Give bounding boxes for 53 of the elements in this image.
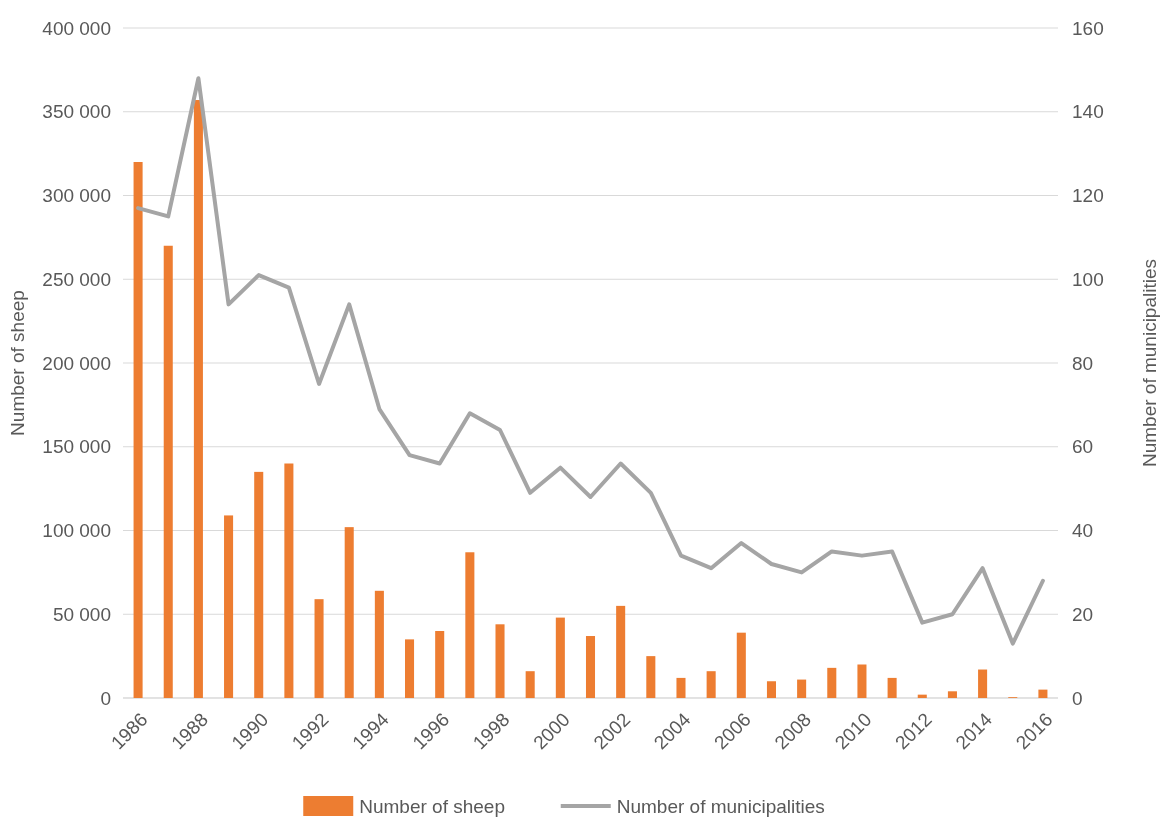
y-tick-label: 0 bbox=[100, 687, 111, 709]
line-series bbox=[136, 76, 1045, 646]
y2-tick-label: 120 bbox=[1072, 185, 1104, 207]
y2-tick-label: 0 bbox=[1072, 687, 1083, 709]
bar bbox=[887, 677, 897, 698]
bar bbox=[616, 605, 626, 698]
bar bbox=[344, 527, 354, 698]
bar bbox=[254, 471, 264, 698]
bar bbox=[978, 669, 988, 698]
bar bbox=[495, 624, 505, 698]
bar bbox=[163, 245, 173, 698]
bar bbox=[525, 671, 535, 698]
bar bbox=[646, 656, 656, 698]
y-tick-label: 100 000 bbox=[42, 520, 111, 542]
bar bbox=[706, 671, 716, 698]
y2-tick-label: 140 bbox=[1072, 101, 1104, 123]
y2-tick-label: 60 bbox=[1072, 436, 1094, 458]
y-tick-label: 350 000 bbox=[42, 101, 111, 123]
bar bbox=[435, 631, 445, 698]
bar bbox=[947, 691, 957, 698]
y2-tick-label: 20 bbox=[1072, 603, 1094, 625]
bar bbox=[736, 632, 746, 698]
bar bbox=[133, 162, 143, 698]
y2-tick-label: 160 bbox=[1072, 17, 1104, 39]
bar bbox=[405, 639, 415, 698]
y-tick-label: 400 000 bbox=[42, 17, 111, 39]
y2-tick-label: 100 bbox=[1072, 268, 1104, 290]
bar bbox=[465, 552, 475, 698]
bar bbox=[917, 694, 927, 698]
bar bbox=[284, 463, 294, 698]
y-axis-title: Number of sheep bbox=[7, 290, 28, 436]
bar bbox=[676, 677, 686, 698]
bar bbox=[193, 100, 203, 698]
y2-tick-label: 80 bbox=[1072, 352, 1094, 374]
bar bbox=[827, 667, 837, 698]
y-tick-label: 250 000 bbox=[42, 268, 111, 290]
bar bbox=[585, 636, 596, 698]
bar bbox=[314, 599, 324, 698]
bar bbox=[1038, 689, 1048, 698]
y-tick-label: 300 000 bbox=[42, 185, 111, 207]
legend-label: Number of municipalities bbox=[616, 795, 825, 817]
y-tick-label: 50 000 bbox=[52, 603, 111, 625]
y2-axis-title: Number of municipalities bbox=[1139, 258, 1160, 468]
legend-label: Number of sheep bbox=[359, 795, 505, 817]
y-tick-label: 200 000 bbox=[42, 352, 111, 374]
bar bbox=[224, 515, 234, 698]
y2-tick-label: 40 bbox=[1072, 520, 1094, 542]
bar bbox=[857, 664, 867, 698]
bar bbox=[766, 681, 776, 698]
y-tick-label: 150 000 bbox=[42, 436, 111, 458]
bar bbox=[797, 679, 807, 698]
bar bbox=[555, 617, 565, 698]
bar bbox=[374, 590, 384, 698]
